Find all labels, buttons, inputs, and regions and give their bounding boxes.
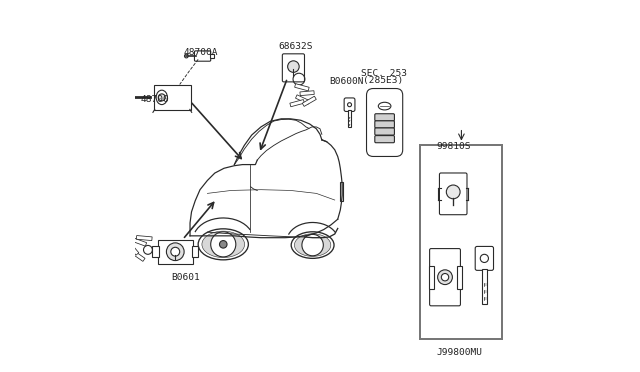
Bar: [458, 266, 462, 289]
Text: 99810S: 99810S: [436, 142, 471, 151]
Circle shape: [211, 232, 236, 257]
Bar: [420, 145, 502, 339]
Circle shape: [446, 185, 460, 199]
Text: 48700: 48700: [140, 95, 169, 104]
Polygon shape: [126, 241, 139, 255]
Text: B0601: B0601: [171, 273, 200, 282]
Bar: [484, 283, 487, 286]
Bar: [340, 182, 342, 201]
Text: SEC. 253: SEC. 253: [360, 69, 406, 78]
Circle shape: [220, 241, 227, 248]
Ellipse shape: [156, 90, 168, 105]
Bar: [484, 290, 487, 293]
FancyBboxPatch shape: [154, 85, 191, 110]
FancyBboxPatch shape: [429, 248, 460, 306]
FancyBboxPatch shape: [375, 128, 394, 135]
Polygon shape: [294, 84, 309, 91]
Polygon shape: [130, 250, 145, 262]
Polygon shape: [136, 235, 152, 241]
FancyBboxPatch shape: [375, 135, 394, 143]
Ellipse shape: [198, 229, 248, 260]
FancyBboxPatch shape: [476, 246, 493, 270]
Text: B0600N: B0600N: [330, 77, 364, 86]
FancyBboxPatch shape: [344, 98, 355, 112]
Bar: [348, 110, 351, 127]
Circle shape: [442, 273, 449, 281]
Circle shape: [438, 270, 452, 285]
Circle shape: [184, 54, 188, 58]
Bar: [482, 269, 487, 305]
Bar: [349, 120, 351, 122]
FancyBboxPatch shape: [367, 89, 403, 157]
Polygon shape: [302, 96, 316, 106]
FancyBboxPatch shape: [440, 173, 467, 215]
Circle shape: [480, 254, 488, 263]
Ellipse shape: [291, 232, 334, 259]
Circle shape: [302, 234, 323, 256]
Ellipse shape: [378, 102, 391, 110]
Bar: [191, 246, 198, 257]
Circle shape: [287, 61, 299, 72]
FancyBboxPatch shape: [375, 114, 394, 121]
Polygon shape: [300, 91, 314, 96]
Circle shape: [171, 247, 180, 256]
Bar: [349, 116, 351, 118]
FancyBboxPatch shape: [158, 240, 193, 263]
Bar: [210, 54, 214, 58]
Ellipse shape: [294, 234, 331, 256]
Text: J99800MU: J99800MU: [436, 349, 483, 357]
Bar: [152, 246, 159, 257]
FancyBboxPatch shape: [375, 121, 394, 128]
Bar: [484, 297, 487, 300]
Polygon shape: [290, 100, 305, 107]
Text: (285E3): (285E3): [364, 76, 404, 84]
Circle shape: [158, 94, 165, 101]
FancyBboxPatch shape: [282, 54, 305, 82]
FancyBboxPatch shape: [195, 51, 211, 61]
Circle shape: [166, 243, 184, 260]
Text: 68632S: 68632S: [279, 42, 313, 51]
Polygon shape: [131, 237, 147, 246]
Polygon shape: [296, 95, 310, 104]
Ellipse shape: [202, 231, 244, 257]
Bar: [349, 124, 351, 125]
Bar: [429, 266, 435, 289]
Text: 48700A: 48700A: [184, 48, 218, 57]
Circle shape: [348, 103, 351, 107]
